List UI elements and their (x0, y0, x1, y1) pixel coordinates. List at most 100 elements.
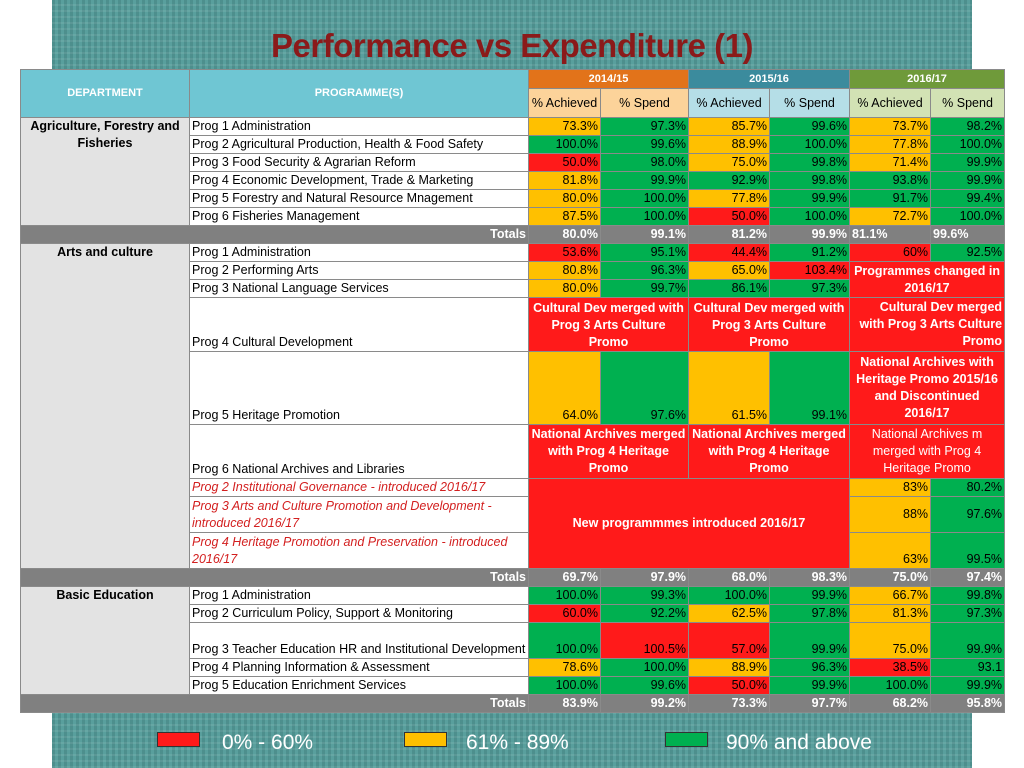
page-title: Performance vs Expenditure (1) (271, 27, 754, 64)
value-cell: 99.9% (769, 622, 851, 659)
legend-label: 61% - 89% (466, 731, 569, 754)
value-cell: 100.0% (688, 586, 771, 605)
year-header: 2015/16 (688, 69, 851, 89)
value-cell: 50.0% (688, 207, 771, 226)
value-cell: 92.9% (688, 171, 771, 190)
value-cell: 80.0% (528, 279, 601, 298)
value-cell: 53.6% (528, 243, 601, 262)
value-cell: 99.9% (769, 586, 851, 605)
value-cell: 93.8% (849, 171, 932, 190)
value-cell: 88.9% (688, 658, 771, 677)
value-cell: 95.1% (599, 243, 690, 262)
value-cell: 87.5% (528, 207, 601, 226)
value-cell: 98.2% (930, 117, 1006, 136)
value-cell: 62.5% (688, 604, 771, 623)
spend-header: % Spend (930, 88, 1006, 118)
total-cell: 99.6% (930, 225, 1006, 244)
value-cell: 61.5% (688, 351, 771, 425)
value-cell: 99.9% (930, 676, 1006, 695)
legend-swatch-red (157, 732, 200, 747)
value-cell: 92.5% (930, 243, 1006, 262)
achieved-header: % Achieved (849, 88, 932, 118)
programmes-header: PROGRAMME(S) (189, 69, 529, 118)
programme-name: Prog 4 Economic Development, Trade & Mar… (189, 171, 529, 190)
value-cell: 77.8% (688, 189, 771, 208)
value-cell: 97.8% (769, 604, 851, 623)
value-cell: 100.0% (849, 676, 932, 695)
value-cell: 97.3% (930, 604, 1006, 623)
achieved-header: % Achieved (528, 88, 601, 118)
programme-name: Prog 2 Agricultural Production, Health &… (189, 135, 529, 154)
total-cell: 99.1% (599, 225, 690, 244)
value-cell: 83% (849, 478, 932, 497)
value-cell: 88% (849, 496, 932, 533)
value-cell: 99.7% (599, 279, 690, 298)
legend-swatch-amber (404, 732, 447, 747)
value-cell: 97.3% (599, 117, 690, 136)
programme-name: Prog 3 Arts and Culture Promotion and De… (189, 496, 529, 533)
value-cell: 100.0% (599, 658, 690, 677)
spend-header: % Spend (599, 88, 690, 118)
value-cell: 80.0% (528, 189, 601, 208)
value-cell: 78.6% (528, 658, 601, 677)
totals-label: Totals (20, 694, 529, 713)
value-cell: 60.0% (528, 604, 601, 623)
value-cell: 100.0% (528, 622, 601, 659)
value-cell: 99.8% (930, 586, 1006, 605)
value-cell: 72.7% (849, 207, 932, 226)
total-cell: 81.2% (688, 225, 771, 244)
total-cell: 75.0% (849, 568, 932, 587)
total-cell: 80.0% (528, 225, 601, 244)
value-cell: 50.0% (688, 676, 771, 695)
year-header: 2014/15 (527, 69, 690, 89)
value-cell: 100.0% (528, 676, 601, 695)
programme-name: Prog 1 Administration (189, 243, 529, 262)
merge-note: Cultural Dev merged with Prog 3 Arts Cul… (849, 297, 1006, 352)
value-cell: 100.0% (769, 135, 851, 154)
value-cell: 100.0% (769, 207, 851, 226)
programme-name: Prog 5 Forestry and Natural Resource Mna… (189, 189, 529, 208)
value-cell: 50.0% (528, 153, 601, 172)
value-cell: 98.0% (599, 153, 690, 172)
programme-name: Prog 1 Administration (189, 117, 529, 136)
value-cell: 96.3% (599, 261, 690, 280)
discontinued-note: National Archives with Heritage Promo 20… (849, 351, 1006, 425)
legend-label: 0% - 60% (222, 731, 314, 754)
value-cell: 99.5% (930, 532, 1006, 569)
value-cell: 71.4% (849, 153, 932, 172)
value-cell: 99.3% (599, 586, 690, 605)
programme-name: Prog 4 Planning Information & Assessment (189, 658, 529, 677)
value-cell: 99.8% (769, 171, 851, 190)
value-cell: 99.6% (599, 676, 690, 695)
value-cell: 93.1 (930, 658, 1006, 677)
programme-name: Prog 2 Curriculum Policy, Support & Moni… (189, 604, 529, 623)
value-cell: 100.0% (599, 189, 690, 208)
total-cell: 99.9% (769, 225, 851, 244)
value-cell: 99.9% (930, 171, 1006, 190)
value-cell: 99.9% (599, 171, 690, 190)
value-cell: 38.5% (849, 658, 932, 677)
value-cell: 99.6% (769, 117, 851, 136)
department-header: DEPARTMENT (20, 69, 190, 118)
programme-name: Prog 5 Heritage Promotion (189, 351, 529, 425)
value-cell: 81.3% (849, 604, 932, 623)
programme-name: Prog 6 National Archives and Libraries (189, 424, 529, 479)
programme-name: Prog 3 Food Security & Agrarian Reform (189, 153, 529, 172)
programme-name: Prog 5 Education Enrichment Services (189, 676, 529, 695)
total-cell: 69.7% (528, 568, 601, 587)
legend-label: 90% and above (726, 731, 872, 754)
value-cell: 99.4% (930, 189, 1006, 208)
value-cell: 92.2% (599, 604, 690, 623)
value-cell: 73.3% (528, 117, 601, 136)
value-cell: 99.9% (769, 676, 851, 695)
value-cell: 91.7% (849, 189, 932, 208)
value-cell: 100.0% (599, 207, 690, 226)
value-cell: 99.8% (769, 153, 851, 172)
value-cell: 75.0% (688, 153, 771, 172)
value-cell: 57.0% (688, 622, 771, 659)
total-cell: 73.3% (688, 694, 771, 713)
value-cell: 99.9% (930, 622, 1006, 659)
new-programmes-note: New programmmes introduced 2016/17 (527, 478, 851, 569)
total-cell: 68.2% (849, 694, 932, 713)
value-cell: 80.8% (528, 261, 601, 280)
